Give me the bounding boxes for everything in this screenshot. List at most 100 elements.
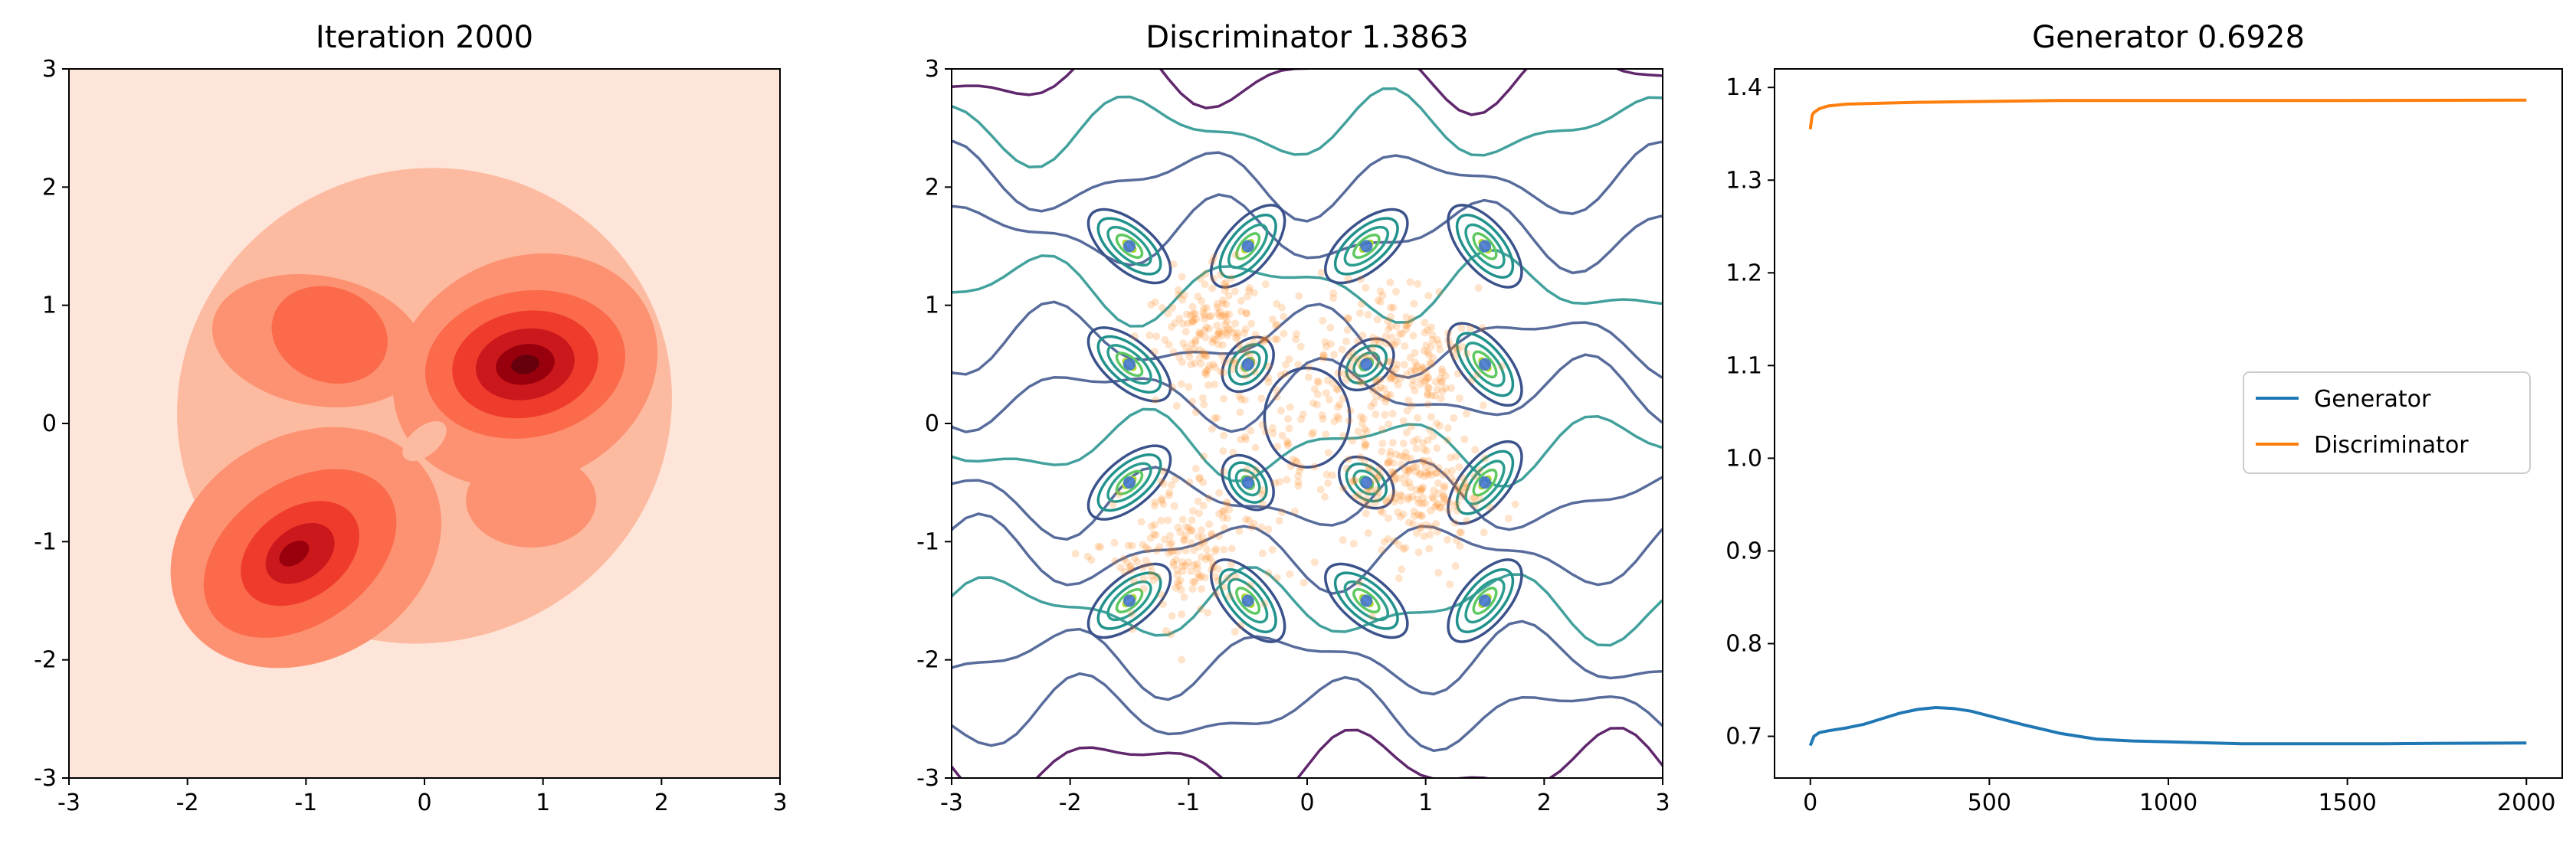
- generated-point: [1180, 593, 1188, 601]
- generated-point: [1139, 584, 1148, 593]
- generated-point: [1283, 437, 1291, 446]
- generated-point: [1175, 353, 1183, 361]
- generated-point: [1430, 486, 1438, 495]
- generated-point: [1208, 257, 1216, 266]
- generated-point: [1211, 363, 1219, 371]
- generated-point: [1257, 394, 1266, 403]
- generated-point: [1286, 403, 1294, 411]
- generated-point: [1219, 514, 1227, 522]
- x-tick-label: 1500: [2318, 790, 2376, 816]
- generated-point: [1169, 260, 1178, 269]
- generated-point: [1434, 499, 1442, 508]
- generated-point: [1273, 299, 1281, 308]
- generated-point: [1434, 489, 1443, 498]
- generated-point: [1354, 427, 1362, 436]
- y-tick-label: -3: [34, 765, 57, 792]
- y-tick-label: 1: [42, 293, 57, 319]
- generated-point: [1367, 403, 1375, 411]
- generated-point: [1180, 291, 1188, 299]
- generated-point: [1195, 574, 1203, 582]
- generated-point: [1329, 379, 1337, 387]
- x-tick-label: 3: [1655, 790, 1670, 816]
- generated-point: [1414, 511, 1423, 519]
- generated-point: [1096, 543, 1105, 551]
- generated-point: [1361, 443, 1369, 451]
- generated-point: [1409, 376, 1417, 384]
- generated-point: [1240, 396, 1249, 404]
- real-point: [1479, 240, 1491, 253]
- generated-point: [1422, 469, 1431, 477]
- generated-point: [1167, 630, 1175, 639]
- generated-point: [1408, 492, 1417, 501]
- generated-point: [1273, 335, 1281, 344]
- generated-point: [1139, 541, 1147, 549]
- generated-point: [1241, 325, 1250, 333]
- generated-point: [1398, 492, 1406, 500]
- generated-point: [1201, 574, 1209, 582]
- discriminator-mode-ring: [1235, 232, 1261, 260]
- y-tick-label: 1.3: [1726, 167, 1762, 194]
- discriminator-contour-line: [952, 459, 1663, 541]
- generated-point: [1243, 466, 1251, 474]
- density-level: [511, 355, 539, 374]
- generated-point: [1396, 491, 1404, 499]
- generated-point: [1419, 457, 1427, 466]
- generated-point: [1202, 304, 1211, 312]
- generated-point: [1285, 424, 1293, 433]
- generated-point: [1223, 283, 1231, 291]
- generated-point: [1425, 544, 1434, 553]
- real-point: [1241, 476, 1254, 489]
- generated-point: [1201, 333, 1210, 342]
- generated-point: [1195, 473, 1204, 482]
- discriminator-mode-ring: [1234, 469, 1261, 497]
- discriminator-mode-ring: [1209, 204, 1286, 289]
- generated-point: [1152, 547, 1161, 555]
- generated-point: [1164, 309, 1172, 318]
- generated-point: [1127, 610, 1136, 618]
- generated-point: [1386, 494, 1395, 502]
- generated-point: [1314, 378, 1322, 387]
- generated-point: [1210, 253, 1218, 262]
- generated-point: [1199, 478, 1208, 486]
- generated-point: [1382, 499, 1391, 507]
- generated-point: [1212, 590, 1221, 598]
- discriminator-mode-ring: [1464, 342, 1506, 387]
- generated-point: [1433, 385, 1441, 394]
- generated-point: [1157, 495, 1165, 503]
- generated-point: [1165, 341, 1173, 349]
- generated-point: [1330, 417, 1339, 426]
- generated-point: [1299, 410, 1307, 419]
- discriminator-contour-line: [952, 672, 1663, 753]
- generated-point: [1421, 319, 1429, 327]
- generated-point: [1386, 278, 1395, 286]
- generated-point: [1461, 479, 1470, 488]
- generated-point: [1440, 484, 1448, 492]
- generated-point: [1258, 486, 1267, 495]
- generated-point: [1322, 430, 1330, 439]
- generated-point: [1343, 326, 1352, 335]
- generated-point: [1260, 600, 1269, 608]
- generated-point: [1293, 458, 1301, 466]
- generated-point: [1195, 331, 1204, 339]
- generated-point: [1251, 331, 1260, 339]
- generated-point: [1246, 351, 1254, 359]
- generated-point: [1137, 518, 1145, 526]
- generated-point: [1155, 543, 1164, 551]
- generated-point: [1200, 315, 1208, 323]
- generated-point: [1388, 374, 1397, 382]
- generated-point: [1271, 479, 1280, 487]
- generated-point: [1421, 329, 1429, 337]
- generated-point: [1453, 507, 1461, 515]
- generated-point: [1434, 568, 1443, 577]
- discriminator-mode-ring: [1227, 343, 1268, 386]
- generated-point: [1185, 352, 1194, 361]
- generated-point: [1387, 303, 1395, 312]
- real-point: [1479, 594, 1491, 607]
- generated-point: [1250, 368, 1259, 376]
- generated-point: [1404, 396, 1413, 404]
- generated-point: [1178, 319, 1187, 328]
- generated-point: [1401, 342, 1409, 350]
- generated-point: [1191, 359, 1199, 368]
- generated-point: [1424, 470, 1432, 479]
- generated-point: [1397, 496, 1405, 505]
